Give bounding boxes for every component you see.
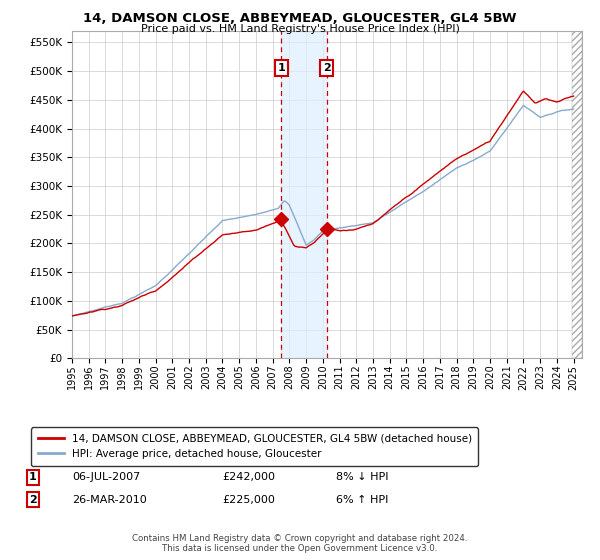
Text: 1: 1: [29, 472, 37, 482]
Text: 2: 2: [323, 63, 331, 73]
Bar: [281, 31, 326, 358]
Text: £225,000: £225,000: [222, 494, 275, 505]
Text: 6% ↑ HPI: 6% ↑ HPI: [336, 494, 388, 505]
Text: 8% ↓ HPI: 8% ↓ HPI: [336, 472, 389, 482]
Text: Price paid vs. HM Land Registry's House Price Index (HPI): Price paid vs. HM Land Registry's House …: [140, 24, 460, 34]
Text: 1: 1: [277, 63, 285, 73]
Text: 26-MAR-2010: 26-MAR-2010: [72, 494, 147, 505]
Text: 06-JUL-2007: 06-JUL-2007: [72, 472, 140, 482]
Legend: 14, DAMSON CLOSE, ABBEYMEAD, GLOUCESTER, GL4 5BW (detached house), HPI: Average : 14, DAMSON CLOSE, ABBEYMEAD, GLOUCESTER,…: [31, 427, 478, 466]
Text: Contains HM Land Registry data © Crown copyright and database right 2024.
This d: Contains HM Land Registry data © Crown c…: [132, 534, 468, 553]
Text: £242,000: £242,000: [222, 472, 275, 482]
Text: 2: 2: [29, 494, 37, 505]
Text: 14, DAMSON CLOSE, ABBEYMEAD, GLOUCESTER, GL4 5BW: 14, DAMSON CLOSE, ABBEYMEAD, GLOUCESTER,…: [83, 12, 517, 25]
